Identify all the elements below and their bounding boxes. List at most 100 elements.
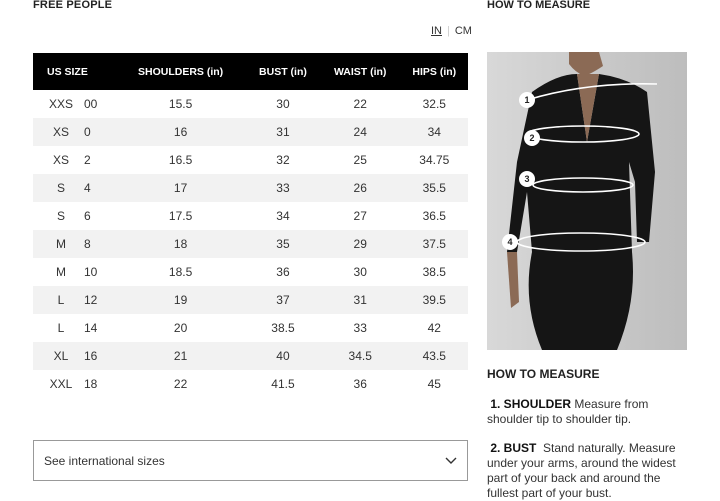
size-letter: XXL xyxy=(49,377,73,391)
table-row: M 8 18 35 29 37.5 xyxy=(33,230,468,258)
step-shoulder: 1. SHOULDER Measure from shoulder tip to… xyxy=(487,397,649,426)
table-row: XS 0 16 31 24 34 xyxy=(33,118,468,146)
measurement-cell: 35 xyxy=(246,230,320,258)
measurement-cell: 32.5 xyxy=(422,97,446,111)
measurement-cell: 36 xyxy=(276,265,290,279)
size-letter: M xyxy=(56,265,66,279)
measurement-cell: 30 xyxy=(276,97,290,111)
measurement-cell: 29 xyxy=(319,230,401,258)
size-number: 00 xyxy=(84,97,98,111)
column-header: BUST (in) xyxy=(246,53,320,90)
size-number: 6 xyxy=(84,209,91,223)
table-row: XXS 00 15.5 30 22 32.5 xyxy=(33,90,468,118)
measurement-cell: 33 xyxy=(246,174,320,202)
size-number: 8 xyxy=(84,237,91,251)
size-cell: L 14 xyxy=(33,314,115,342)
measurement-cell: 24 xyxy=(319,118,401,146)
size-letter: S xyxy=(56,209,65,223)
size-cell: L 12 xyxy=(33,286,115,314)
measurement-cell: 25 xyxy=(353,153,367,167)
size-number: 14 xyxy=(84,321,98,335)
measurement-cell: 22 xyxy=(353,97,367,111)
international-sizes-dropdown[interactable]: See international sizes xyxy=(33,440,468,481)
marker-2: 2 xyxy=(529,133,534,143)
measurement-cell: 26 xyxy=(319,174,401,202)
unit-divider: | xyxy=(447,25,450,37)
column-header: SHOULDERS (in) xyxy=(115,53,247,90)
brand-title: FREE PEOPLE xyxy=(33,0,113,11)
measurement-cell: 36 xyxy=(353,377,367,391)
how-to-measure-heading: HOW TO MEASURE xyxy=(487,367,600,381)
measurement-cell: 38.5 xyxy=(271,321,295,335)
column-header: WAIST (in) xyxy=(319,53,401,90)
table-row: XXL 18 22 41.5 36 45 xyxy=(33,370,468,398)
unit-in-link[interactable]: IN xyxy=(431,25,442,37)
size-number: 2 xyxy=(84,153,91,167)
measurement-cell: 35.5 xyxy=(400,174,468,202)
column-header: US SIZE xyxy=(33,53,115,90)
measurement-cell: 42 xyxy=(427,321,441,335)
measurement-cell: 15.5 xyxy=(168,97,193,111)
table-row: XS 2 16.5 32 25 34.75 xyxy=(33,146,468,174)
chevron-down-icon xyxy=(445,457,457,464)
measurement-cell: 36.5 xyxy=(422,209,446,223)
marker-4: 4 xyxy=(507,237,512,247)
measurement-cell: 34 xyxy=(276,209,290,223)
measurement-cell: 19 xyxy=(115,286,247,314)
measurement-cell: 33 xyxy=(353,321,367,335)
measurement-cell: 18 xyxy=(115,230,247,258)
size-letter: M xyxy=(56,237,66,251)
measurement-cell: 38.5 xyxy=(422,265,446,279)
measurement-cell: 20 xyxy=(173,321,188,335)
size-letter: XS xyxy=(52,153,69,167)
measurement-photo: 1 2 3 4 xyxy=(487,52,687,350)
measurement-cell: 17 xyxy=(115,174,247,202)
measurement-cell: 30 xyxy=(353,265,367,279)
size-number: 16 xyxy=(84,349,98,363)
size-letter: L xyxy=(57,321,65,335)
measurement-cell: 31 xyxy=(246,118,320,146)
measurement-cell: 40 xyxy=(246,342,320,370)
size-letter: S xyxy=(56,181,65,195)
measurement-cell: 37.5 xyxy=(400,230,468,258)
size-cell: M 10 xyxy=(33,258,115,286)
size-letter: L xyxy=(57,293,65,307)
size-number: 12 xyxy=(84,293,98,307)
column-header: HIPS (in) xyxy=(400,53,468,90)
unit-toggle: IN | CM xyxy=(431,25,472,37)
size-letter: XXS xyxy=(48,97,73,111)
dropdown-label: See international sizes xyxy=(44,453,165,468)
size-cell: XS 2 xyxy=(33,146,115,174)
table-row: M 10 18.5 36 30 38.5 xyxy=(33,258,468,286)
size-number: 0 xyxy=(84,125,91,139)
measurement-cell: 21 xyxy=(115,342,247,370)
marker-1: 1 xyxy=(524,95,529,105)
size-number: 18 xyxy=(84,377,98,391)
table-row: S 4 17 33 26 35.5 xyxy=(33,174,468,202)
table-row: S 6 17.5 34 27 36.5 xyxy=(33,202,468,230)
measurement-cell: 37 xyxy=(246,286,320,314)
marker-3: 3 xyxy=(524,174,529,184)
measurement-cell: 18.5 xyxy=(168,265,193,279)
size-number: 10 xyxy=(84,265,98,279)
size-cell: XS 0 xyxy=(33,118,115,146)
measurement-cell: 43.5 xyxy=(400,342,468,370)
measurement-cell: 45 xyxy=(427,377,441,391)
step-bust: 2. BUST Stand naturally. Measure under y… xyxy=(487,441,676,500)
table-row: L 14 20 38.5 33 42 xyxy=(33,314,468,342)
measurement-cell: 34 xyxy=(400,118,468,146)
measurement-cell: 41.5 xyxy=(271,377,295,391)
measurement-cell: 17.5 xyxy=(168,209,193,223)
measurement-cell: 31 xyxy=(319,286,401,314)
size-letter: XL xyxy=(53,349,69,363)
measurement-cell: 32 xyxy=(276,153,290,167)
unit-cm-link[interactable]: CM xyxy=(454,25,472,37)
measurement-cell: 16.5 xyxy=(168,153,193,167)
measurement-cell: 22 xyxy=(173,377,188,391)
measurement-cell: 16 xyxy=(115,118,247,146)
size-cell: XXS 00 xyxy=(33,90,115,118)
size-chart-table: US SIZE SHOULDERS (in) BUST (in) WAIST (in)… xyxy=(33,53,468,398)
